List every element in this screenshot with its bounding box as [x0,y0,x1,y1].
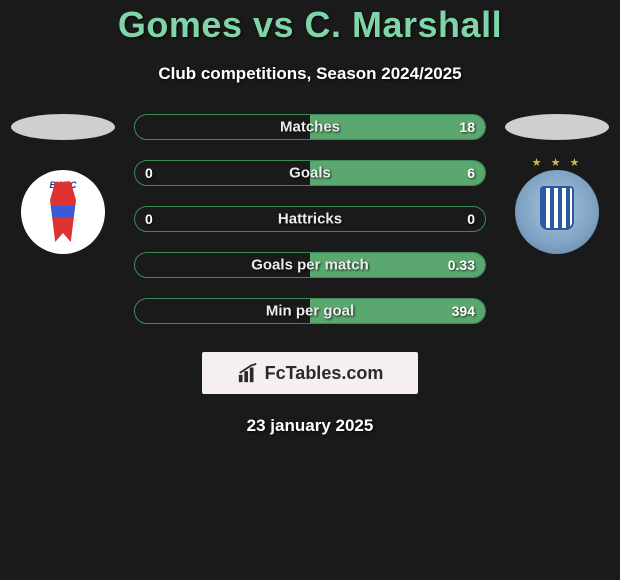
club-badge-right: ★ ★ ★ [515,170,599,254]
stat-value-left: 0 [145,165,153,181]
date-line: 23 january 2025 [0,416,620,436]
stat-bar: Goals 0 6 [134,160,486,186]
infographic-root: Gomes vs C. Marshall Club competitions, … [0,0,620,436]
main-row: BWFC Matches 18 Goals 0 6 Hattricks 0 0 Goals pe… [0,114,620,324]
stat-bar: Min per goal 394 [134,298,486,324]
stat-value-left: 0 [145,211,153,227]
stat-bar: Matches 18 [134,114,486,140]
stat-value-right: 0 [467,211,475,227]
club-badge-right-stars: ★ ★ ★ [532,156,583,169]
page-subtitle: Club competitions, Season 2024/2025 [0,64,620,84]
player-left-col: BWFC [8,114,118,254]
brand-text: FcTables.com [265,363,384,384]
stat-bar: Hattricks 0 0 [134,206,486,232]
stat-label: Matches [280,119,340,136]
stat-fill-right [310,161,485,185]
club-badge-right-shirt [540,186,574,230]
stat-value-right: 0.33 [448,257,475,273]
stat-value-right: 18 [459,119,475,135]
stat-label: Min per goal [266,303,354,320]
player-right-col: ★ ★ ★ [502,114,612,254]
chart-icon [237,362,259,384]
page-title: Gomes vs C. Marshall [0,4,620,46]
club-badge-left-scarf [50,182,76,242]
stat-value-right: 394 [452,303,475,319]
club-badge-left: BWFC [21,170,105,254]
stat-bar: Goals per match 0.33 [134,252,486,278]
stat-label: Goals [289,165,331,182]
stat-label: Goals per match [251,257,369,274]
stats-column: Matches 18 Goals 0 6 Hattricks 0 0 Goals per mat… [118,114,502,324]
stat-value-right: 6 [467,165,475,181]
stat-label: Hattricks [278,211,342,228]
player-left-silhouette [11,114,115,140]
player-right-silhouette [505,114,609,140]
brand-box: FcTables.com [202,352,418,394]
